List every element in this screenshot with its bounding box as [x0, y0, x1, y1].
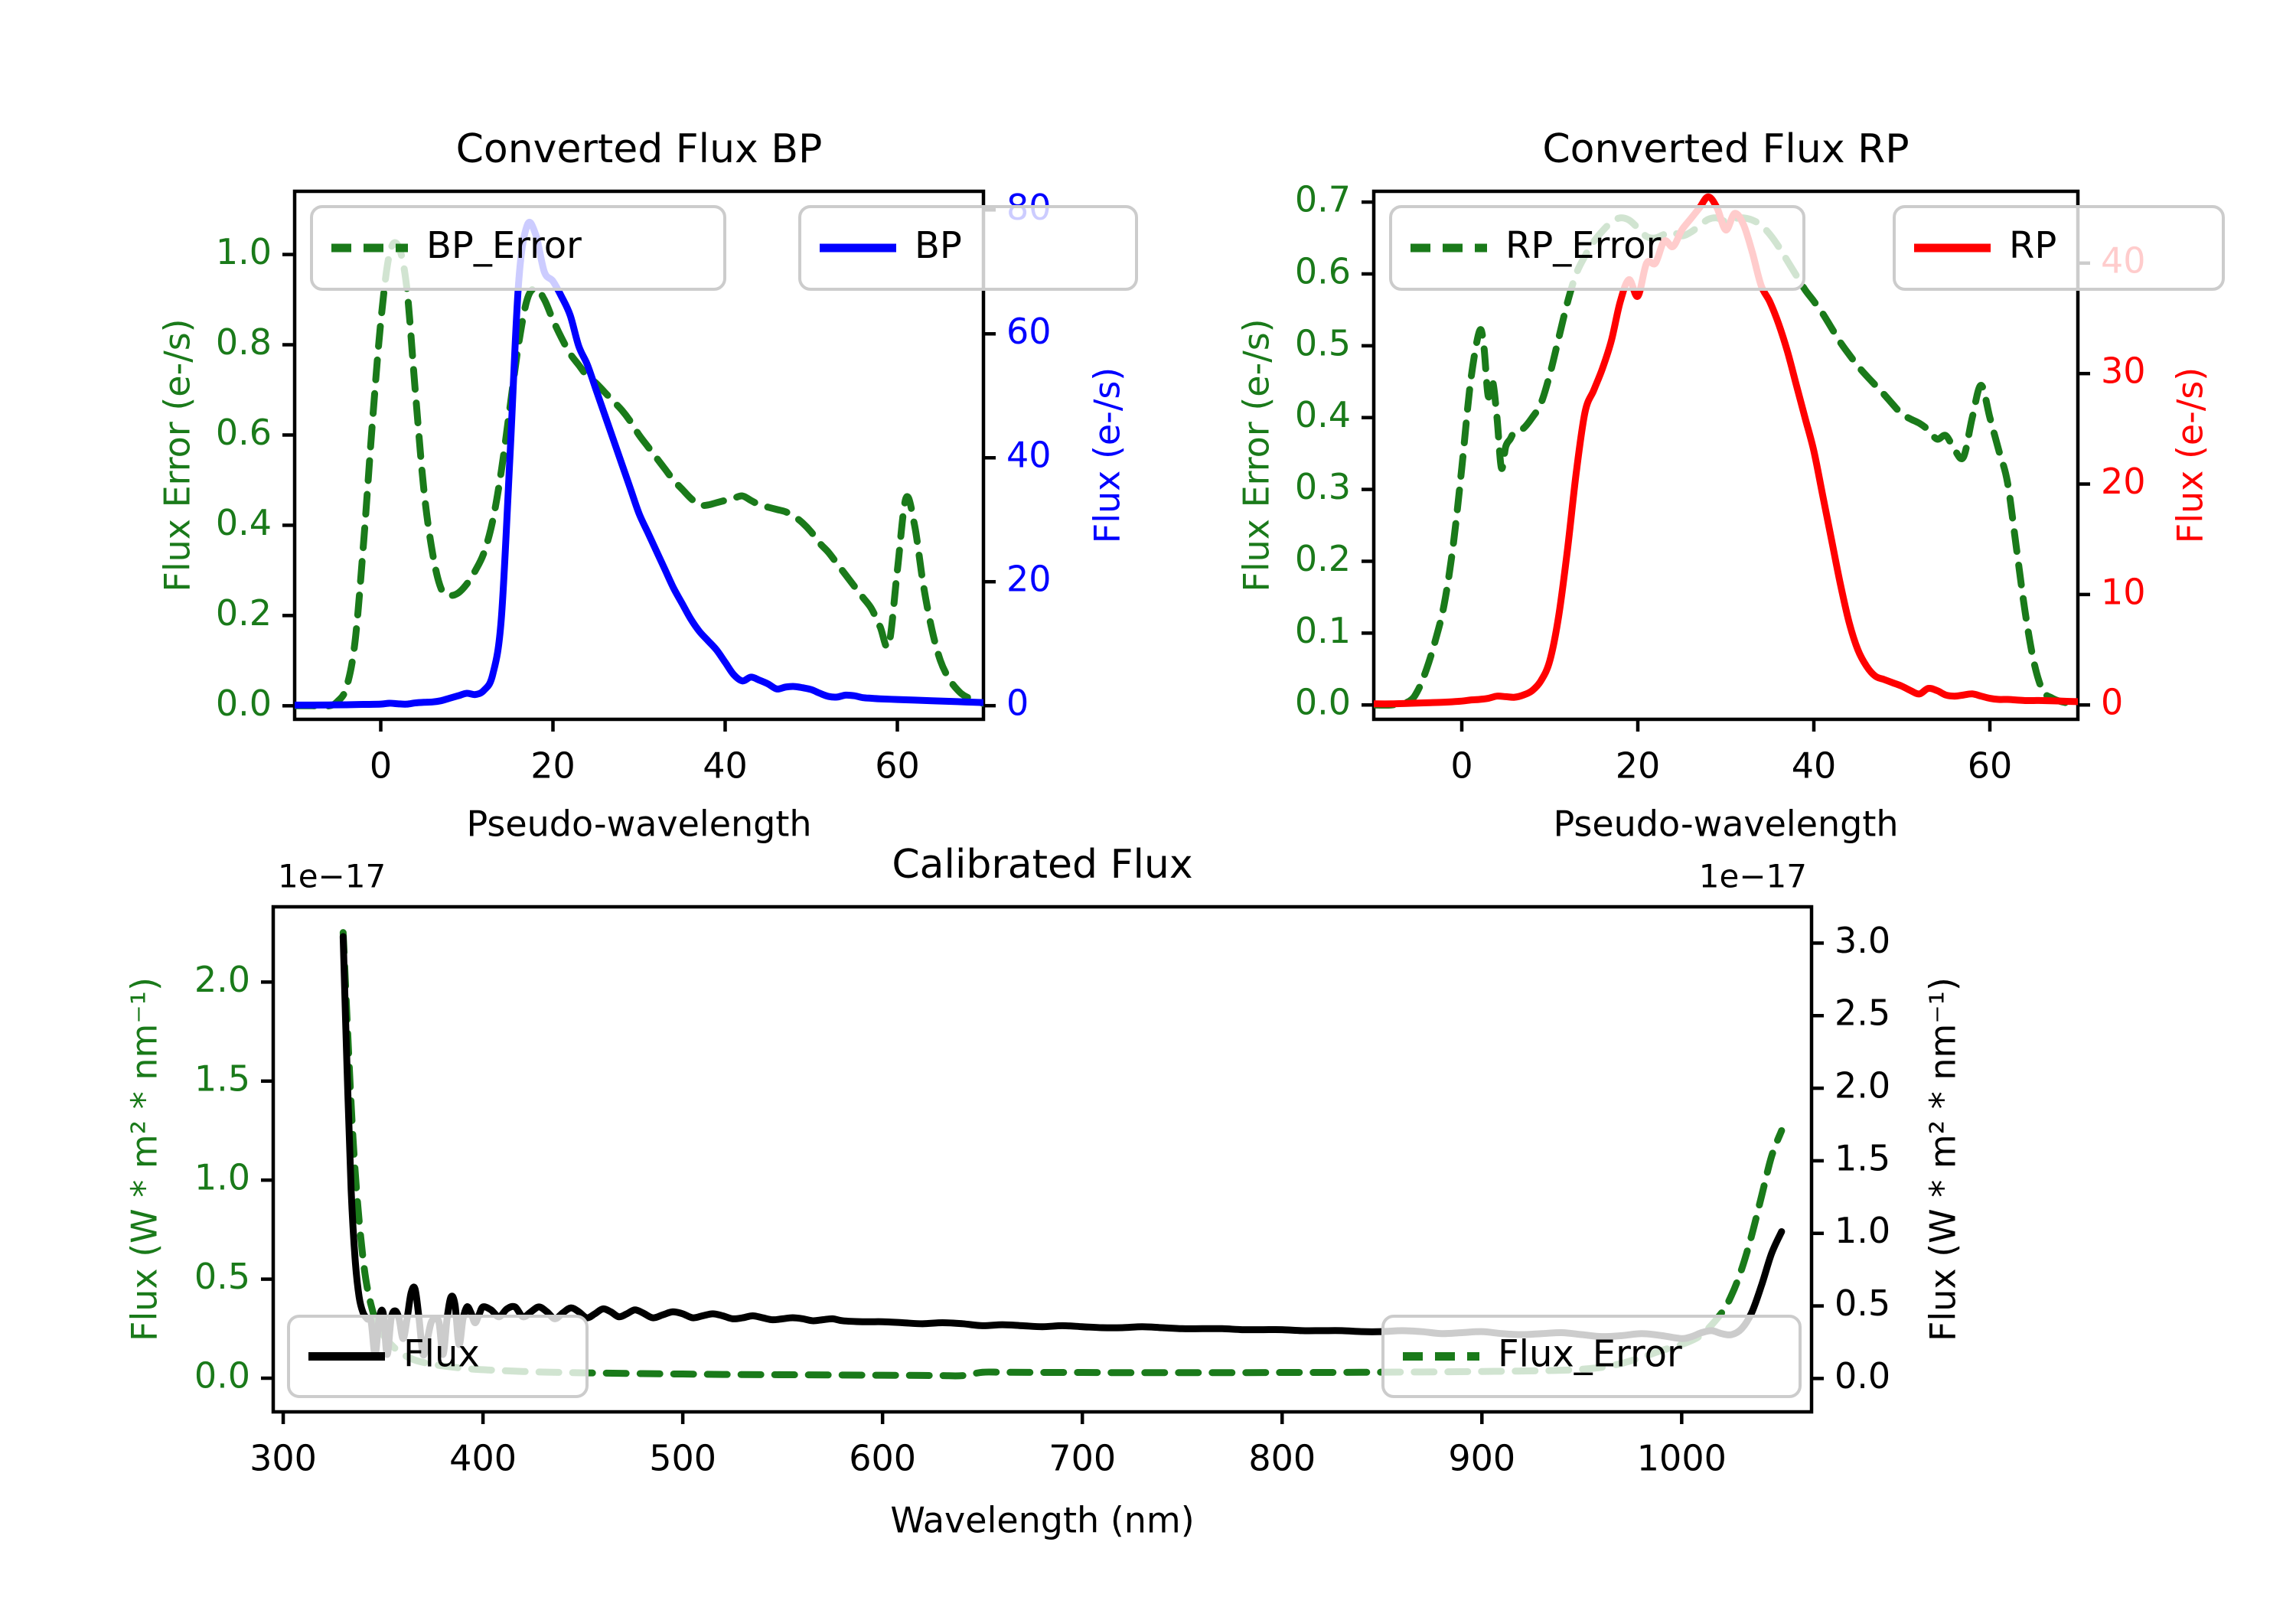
svg-text:2.0: 2.0 [1835, 1065, 1890, 1107]
legend-box [798, 205, 1138, 291]
svg-text:0.4: 0.4 [1295, 394, 1351, 435]
svg-text:0.5: 0.5 [1295, 322, 1351, 363]
svg-text:0.3: 0.3 [1295, 466, 1351, 507]
svg-text:0.0: 0.0 [1835, 1355, 1890, 1397]
svg-text:0.8: 0.8 [216, 321, 272, 363]
svg-text:0.0: 0.0 [194, 1355, 250, 1397]
svg-text:RP_Error: RP_Error [1505, 224, 1662, 267]
svg-text:900: 900 [1448, 1438, 1515, 1479]
svg-text:Wavelength (nm): Wavelength (nm) [890, 1500, 1194, 1541]
svg-text:Flux_Error: Flux_Error [1498, 1333, 1682, 1376]
svg-text:0.0: 0.0 [1295, 682, 1351, 723]
svg-text:Flux (e-/s): Flux (e-/s) [2170, 367, 2211, 544]
svg-text:40: 40 [703, 745, 748, 787]
svg-text:Flux (W * m² * nm⁻¹): Flux (W * m² * nm⁻¹) [124, 977, 165, 1341]
svg-text:1.5: 1.5 [194, 1058, 250, 1099]
svg-text:1e−17: 1e−17 [278, 858, 386, 895]
calibrated-curves [339, 929, 1786, 1380]
svg-text:BP: BP [915, 224, 962, 267]
svg-text:20: 20 [1006, 559, 1052, 600]
flux-error-curve [339, 929, 1786, 1380]
svg-text:1000: 1000 [1637, 1438, 1727, 1479]
legend-flux-error: Flux_Error [1381, 1315, 1802, 1398]
svg-text:0.2: 0.2 [216, 592, 272, 634]
svg-text:3.0: 3.0 [1835, 920, 1890, 961]
bp-axes-frame [292, 189, 986, 722]
legend-flux: Flux [287, 1315, 589, 1398]
svg-text:40: 40 [1792, 745, 1837, 787]
svg-text:1e−17: 1e−17 [1699, 858, 1807, 895]
svg-text:800: 800 [1248, 1438, 1316, 1479]
svg-text:1.0: 1.0 [1835, 1210, 1890, 1251]
legend-box [1389, 205, 1805, 291]
svg-text:0.1: 0.1 [1295, 610, 1351, 651]
svg-text:BP_Error: BP_Error [426, 224, 582, 267]
svg-text:0.4: 0.4 [216, 502, 272, 543]
svg-text:20: 20 [530, 745, 576, 787]
svg-text:Converted Flux BP: Converted Flux BP [456, 126, 823, 172]
svg-text:40: 40 [1006, 435, 1052, 476]
legend-rp: RP [1893, 205, 2225, 291]
svg-text:10: 10 [2101, 571, 2146, 612]
svg-text:20: 20 [1616, 745, 1661, 787]
svg-text:600: 600 [849, 1438, 916, 1479]
legend-box [1893, 205, 2225, 291]
svg-text:Flux (e-/s): Flux (e-/s) [1087, 367, 1128, 544]
svg-text:Flux Error (e-/s): Flux Error (e-/s) [1236, 318, 1277, 592]
svg-text:0.2: 0.2 [1295, 538, 1351, 579]
svg-text:1.5: 1.5 [1835, 1137, 1890, 1178]
svg-text:0.7: 0.7 [1295, 179, 1351, 220]
svg-text:Flux (W * m² * nm⁻¹): Flux (W * m² * nm⁻¹) [1923, 977, 1964, 1341]
legend-box [287, 1315, 589, 1398]
panel-rp: Converted Flux RP 0 20 40 60 0.0 0.1 0.2 0.3 0.4 0… [1236, 126, 2225, 845]
legend-bp: BP [798, 205, 1138, 291]
legend-rp-error: RP_Error [1389, 205, 1805, 291]
svg-text:60: 60 [875, 745, 920, 787]
svg-text:1.0: 1.0 [216, 231, 272, 272]
svg-text:2.5: 2.5 [1835, 993, 1890, 1034]
svg-text:300: 300 [249, 1438, 317, 1479]
svg-text:0.5: 0.5 [1835, 1283, 1890, 1324]
bp-flux-curve [295, 218, 983, 709]
svg-text:RP: RP [2009, 224, 2056, 267]
svg-text:Pseudo-wavelength: Pseudo-wavelength [1553, 804, 1898, 845]
panel-calibrated: Calibrated Flux 1e−17 1e−17 300 400 500 600 700… [124, 842, 1964, 1541]
svg-text:0.6: 0.6 [1295, 250, 1351, 292]
legend-bp-error: BP_Error [310, 205, 726, 291]
svg-text:0: 0 [2101, 682, 2123, 723]
bp-curves [295, 218, 983, 710]
svg-text:2.0: 2.0 [194, 959, 250, 1000]
svg-text:500: 500 [649, 1438, 716, 1479]
rp-axes-frame [1371, 189, 2080, 722]
svg-text:700: 700 [1049, 1438, 1116, 1479]
svg-text:0: 0 [1006, 683, 1029, 724]
legend-box [310, 205, 726, 291]
svg-text:30: 30 [2101, 350, 2146, 392]
svg-text:400: 400 [449, 1438, 517, 1479]
panel-bp: Converted Flux BP 0 20 40 60 0.0 0.2 0.4 0.6 0.8 1… [157, 126, 1138, 845]
svg-text:60: 60 [1006, 311, 1052, 352]
svg-text:0.6: 0.6 [216, 412, 272, 453]
svg-text:Converted Flux RP: Converted Flux RP [1542, 126, 1909, 172]
legend-box [1381, 1315, 1802, 1398]
svg-text:20: 20 [2101, 461, 2146, 502]
svg-text:Flux Error (e-/s): Flux Error (e-/s) [157, 318, 198, 592]
svg-text:Calibrated Flux: Calibrated Flux [892, 842, 1192, 888]
svg-text:1.0: 1.0 [194, 1157, 250, 1198]
svg-text:0.5: 0.5 [194, 1256, 250, 1297]
svg-text:Pseudo-wavelength: Pseudo-wavelength [466, 804, 811, 845]
flux-curve [339, 933, 1786, 1359]
bp-error-curve [295, 239, 983, 710]
rp-error-curve [1374, 214, 2078, 709]
svg-text:60: 60 [1968, 745, 2013, 787]
svg-text:0: 0 [370, 745, 392, 787]
svg-text:Flux: Flux [403, 1333, 480, 1376]
svg-text:0.0: 0.0 [216, 683, 272, 724]
svg-text:0: 0 [1450, 745, 1473, 787]
